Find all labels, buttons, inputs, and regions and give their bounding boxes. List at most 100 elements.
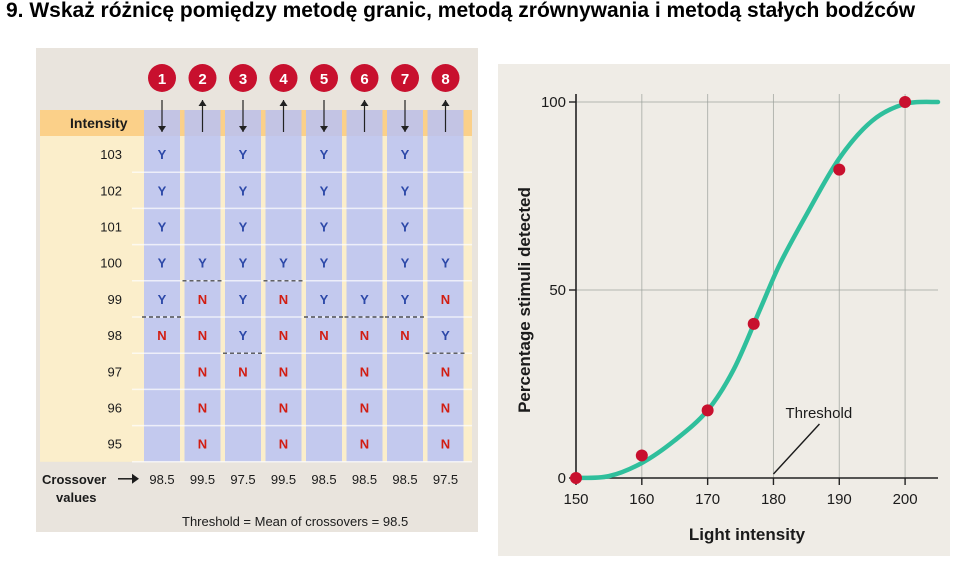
intensity-header: Intensity <box>70 115 128 131</box>
crossover-value: 98.5 <box>392 472 417 487</box>
series-column-3 <box>225 110 261 462</box>
response-no: N <box>279 437 288 452</box>
data-point <box>635 449 648 462</box>
ascending-arrow-head <box>279 100 288 106</box>
intensity-row-label: 99 <box>108 292 122 307</box>
slide-title: 9. Wskaż różnicę pomiędzy metodę granic,… <box>6 0 916 22</box>
psychometric-curve-line <box>573 99 941 481</box>
series-number-label: 4 <box>279 71 288 88</box>
data-point <box>701 404 714 417</box>
response-yes: Y <box>239 183 248 198</box>
response-yes: Y <box>158 256 167 271</box>
threshold-pointer <box>772 423 820 475</box>
intensity-row-label: 101 <box>100 220 122 235</box>
response-yes: Y <box>401 183 410 198</box>
response-no: N <box>157 328 166 343</box>
response-yes: Y <box>320 147 329 162</box>
series-column-1 <box>144 110 180 462</box>
intensity-row-label: 100 <box>100 256 122 271</box>
crossover-value: 98.5 <box>149 472 174 487</box>
series-number-badge <box>148 64 176 92</box>
response-no: N <box>360 401 369 416</box>
response-no: N <box>238 364 247 379</box>
threshold-annotation: Threshold <box>785 405 852 422</box>
response-yes: Y <box>441 328 450 343</box>
response-no: N <box>198 401 207 416</box>
series-number-label: 8 <box>441 71 449 88</box>
series-number-badge <box>229 64 257 92</box>
response-yes: Y <box>320 256 329 271</box>
psychometric-curve-panel: 150 160 170 180 190 200 0 50 100 Threshold Light i… <box>498 64 950 556</box>
series-number-label: 3 <box>239 71 247 88</box>
response-yes: Y <box>158 292 167 307</box>
response-yes: Y <box>239 292 248 307</box>
x-tick-label: 170 <box>695 491 720 508</box>
intensity-row-label: 98 <box>108 328 122 343</box>
crossover-value: 98.5 <box>311 472 336 487</box>
series-column-6 <box>346 110 383 462</box>
response-yes: Y <box>441 256 450 271</box>
response-yes: Y <box>158 183 167 198</box>
response-no: N <box>198 364 207 379</box>
series-number-label: 7 <box>401 71 409 88</box>
psychometric-curve-chart: 150 160 170 180 190 200 0 50 100 Threshold Light i… <box>515 94 941 544</box>
x-tick-label: 190 <box>827 491 852 508</box>
x-axis-title: Light intensity <box>689 525 806 544</box>
response-yes: Y <box>279 256 288 271</box>
response-no: N <box>441 364 450 379</box>
crossover-value: 99.5 <box>190 472 215 487</box>
response-no: N <box>198 328 207 343</box>
response-yes: Y <box>239 328 248 343</box>
series-number-label: 5 <box>320 71 328 88</box>
descending-arrow-head <box>239 126 247 132</box>
intensity-row-label: 96 <box>108 401 122 416</box>
intensity-row-label: 97 <box>108 364 122 379</box>
response-no: N <box>441 292 450 307</box>
y-axis-title: Percentage stimuli detected <box>515 187 534 413</box>
ascending-arrow-head <box>360 100 369 106</box>
intensity-row-label: 95 <box>108 437 122 452</box>
response-yes: Y <box>198 256 207 271</box>
method-of-limits-table: Intensity 1 2 3 4 5 6 7 8 103 Y Y Y Y 102 Y Y Y Y 101 Y Y Y Y 10… <box>40 64 472 529</box>
data-point <box>747 317 760 330</box>
crossover-value: 98.5 <box>352 472 377 487</box>
crossover-label: Crossover <box>42 472 106 487</box>
x-tick-label: 200 <box>893 491 918 508</box>
intensity-row-label: 103 <box>100 147 122 162</box>
response-yes: Y <box>320 183 329 198</box>
y-tick-label: 50 <box>549 282 566 299</box>
response-no: N <box>279 328 288 343</box>
series-number-label: 1 <box>158 71 166 88</box>
crossover-label: values <box>56 490 96 505</box>
response-yes: Y <box>401 220 410 235</box>
y-tick-label: 100 <box>541 94 566 111</box>
response-no: N <box>360 437 369 452</box>
response-yes: Y <box>401 256 410 271</box>
response-no: N <box>360 364 369 379</box>
response-yes: Y <box>239 256 248 271</box>
series-column-5 <box>306 110 342 462</box>
response-yes: Y <box>320 220 329 235</box>
descending-arrow-head <box>320 126 328 132</box>
response-yes: Y <box>158 147 167 162</box>
series-column-2 <box>184 110 221 462</box>
ascending-arrow-head <box>198 100 207 106</box>
response-no: N <box>279 364 288 379</box>
response-yes: Y <box>320 292 329 307</box>
y-tick-label: 0 <box>558 470 566 487</box>
crossover-value: 99.5 <box>271 472 296 487</box>
response-no: N <box>400 328 409 343</box>
series-number-badge <box>188 64 217 92</box>
series-number-label: 2 <box>198 71 206 88</box>
response-yes: Y <box>239 220 248 235</box>
series-column-4 <box>265 110 302 462</box>
series-number-badge <box>391 64 419 92</box>
response-no: N <box>198 437 207 452</box>
method-of-limits-panel: Intensity 1 2 3 4 5 6 7 8 103 Y Y Y Y 102 Y Y Y Y 101 Y Y Y Y 10… <box>36 48 478 532</box>
threshold-formula: Threshold = Mean of crossovers = 98.5 <box>182 514 408 529</box>
series-number-badge <box>269 64 298 92</box>
crossover-pointer-head <box>132 473 139 484</box>
crossover-value: 97.5 <box>433 472 458 487</box>
ascending-arrow-head <box>441 100 450 106</box>
data-point <box>833 163 846 176</box>
